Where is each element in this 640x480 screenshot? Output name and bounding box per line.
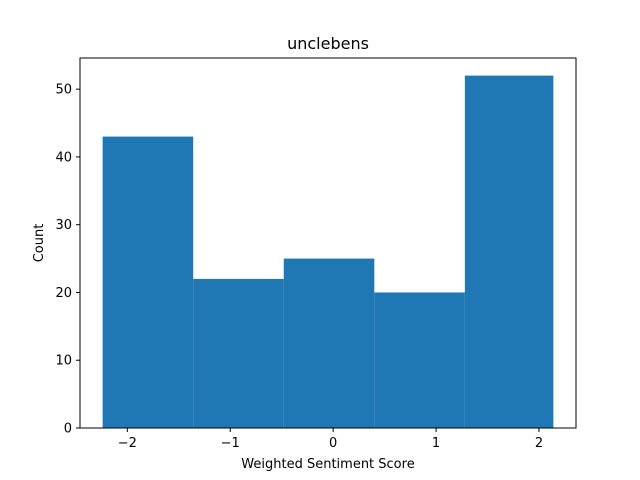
x-tick-label: 1 [432,436,440,451]
x-tick-label: 0 [329,436,337,451]
axes-frame [79,57,577,429]
y-axis-label: Count [32,224,47,263]
x-tick-label: −1 [221,436,240,451]
histogram-bar-4 [464,75,554,428]
histogram-bar-1 [193,278,284,428]
x-tick-label: 2 [535,436,543,451]
y-tick-label: 50 [55,83,72,98]
histogram-bar-0 [102,136,194,428]
y-tick-label: 10 [55,354,72,369]
x-tick-label: −2 [118,436,137,451]
histogram-bar-3 [374,292,465,428]
chart-title: unclebens [287,34,369,53]
y-tick-label: 40 [55,150,72,165]
x-axis-label: Weighted Sentiment Score [241,457,414,472]
y-axis-ticks: 0 10 20 30 40 50 [55,83,80,437]
x-axis-ticks: −2 −1 0 1 2 [118,428,543,451]
y-tick-label: 30 [55,218,72,233]
bars-group [102,75,554,428]
y-tick-label: 0 [64,422,72,437]
y-tick-label: 20 [55,286,72,301]
histogram-bar-2 [283,258,375,428]
